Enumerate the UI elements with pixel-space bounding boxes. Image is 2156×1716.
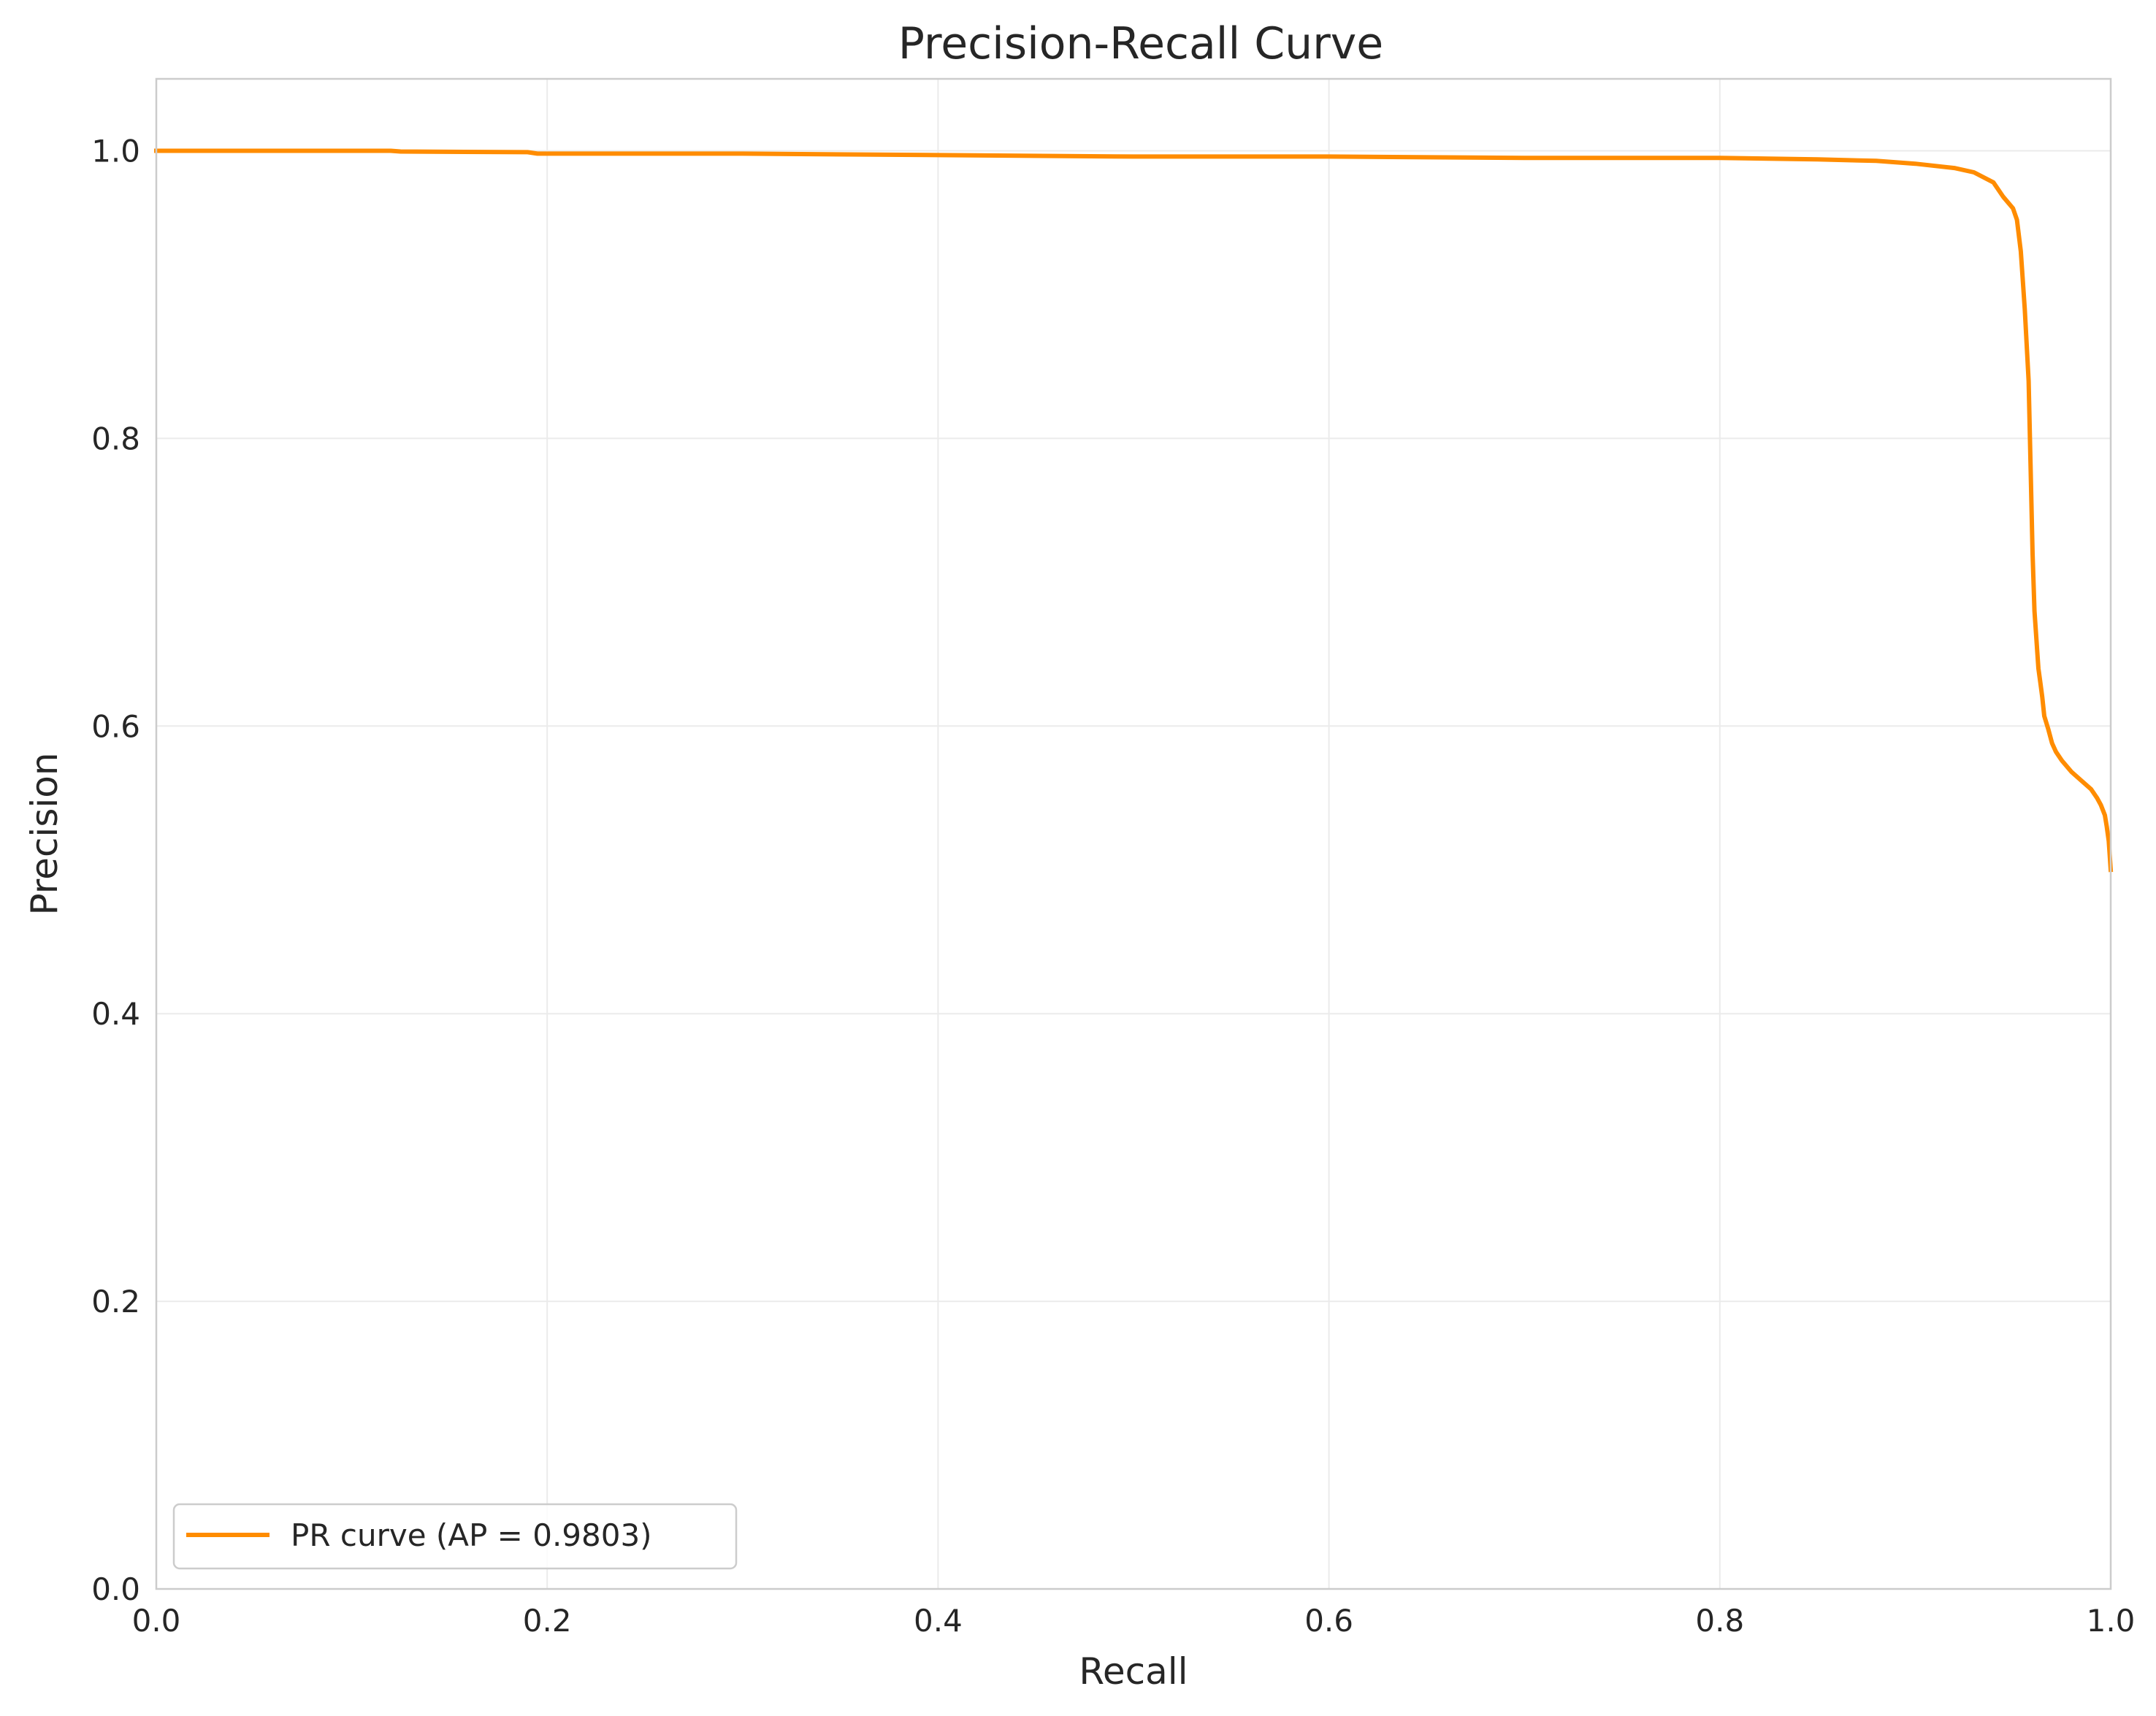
pr-curve-line [154, 148, 2114, 873]
x-tick-label: 1.0 [2087, 1603, 2136, 1639]
legend-label: PR curve (AP = 0.9803) [291, 1517, 652, 1553]
chart-title: Precision-Recall Curve [898, 18, 1383, 69]
y-tick-label: 1.0 [91, 133, 140, 169]
y-axis-title: Precision [23, 752, 66, 915]
x-tick-label: 0.0 [132, 1603, 181, 1639]
y-tick-label: 0.6 [91, 708, 140, 744]
x-tick-label: 0.4 [914, 1603, 963, 1639]
x-tick-labels: 0.0 0.2 0.4 0.6 0.8 1.0 [132, 1603, 2136, 1639]
y-tick-label: 0.8 [91, 421, 140, 456]
plot-frame [155, 77, 2112, 1590]
series-layer [154, 148, 2114, 873]
y-tick-label: 0.0 [91, 1571, 140, 1607]
x-axis-title: Recall [1079, 1650, 1188, 1693]
legend-box [172, 1503, 738, 1570]
y-tick-labels: 0.0 0.2 0.4 0.6 0.8 1.0 [91, 133, 140, 1607]
legend: PR curve (AP = 0.9803) [172, 1503, 738, 1570]
y-tick-label: 0.2 [91, 1284, 140, 1319]
x-tick-label: 0.2 [523, 1603, 572, 1639]
x-tick-label: 0.6 [1304, 1603, 1353, 1639]
y-tick-label: 0.4 [91, 996, 140, 1032]
x-tick-label: 0.8 [1695, 1603, 1744, 1639]
